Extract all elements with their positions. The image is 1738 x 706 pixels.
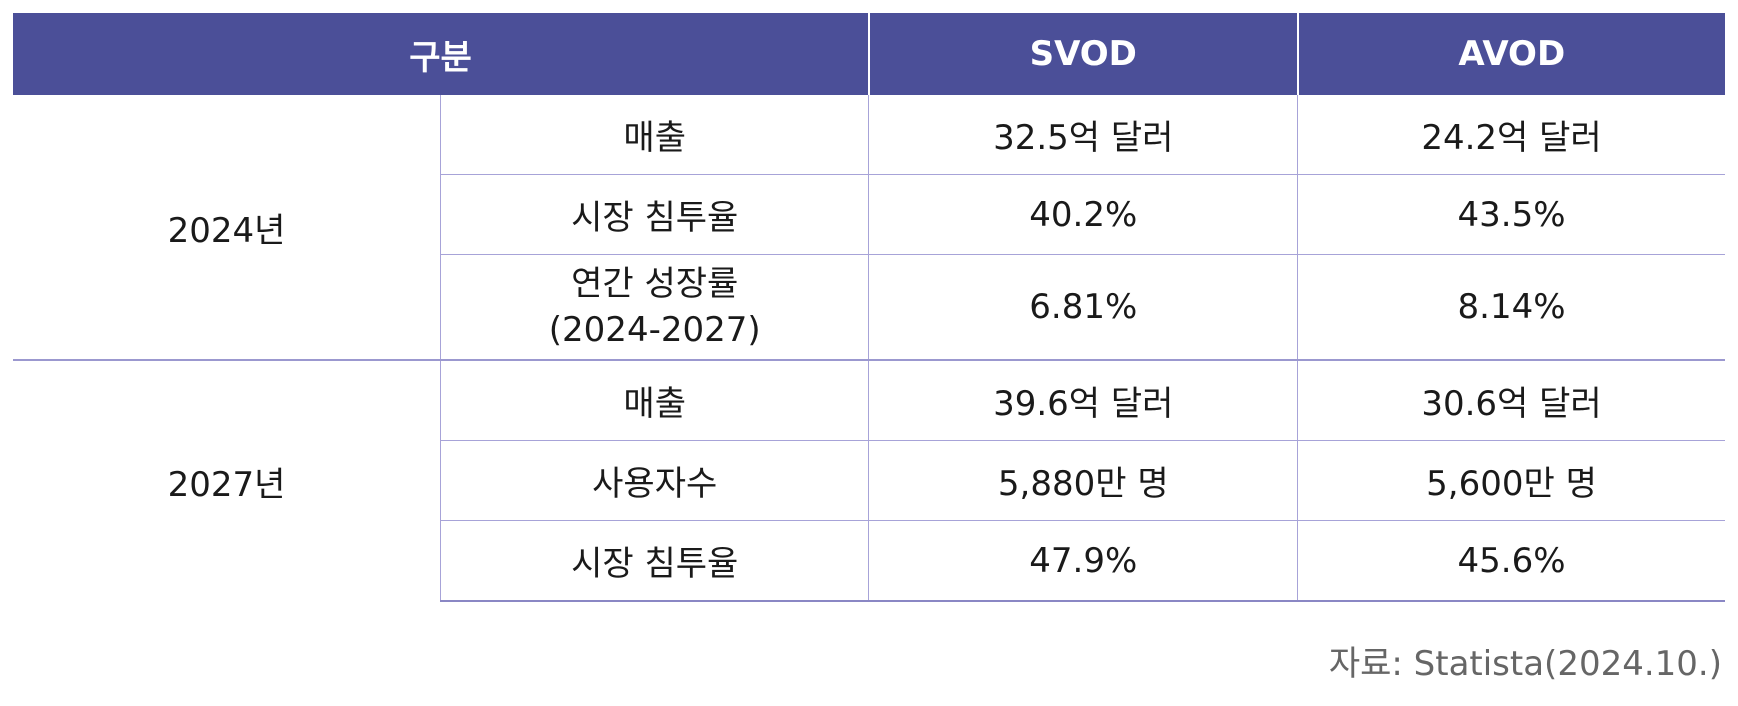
avod-value: 8.14% bbox=[1297, 254, 1725, 360]
svod-value: 39.6억 달러 bbox=[868, 359, 1298, 441]
table-row: 연간 성장률 (2024-2027) 6.81% 8.14% bbox=[13, 254, 1725, 360]
year-cell-2024: 2024년 bbox=[167, 210, 286, 251]
svod-value: 47.9% bbox=[868, 520, 1298, 602]
source-note: 자료: Statista(2024.10.) bbox=[1328, 644, 1722, 684]
table-header-row: 구분 SVOD AVOD bbox=[13, 13, 1725, 95]
market-comparison-table: 구분 SVOD AVOD 2024년 매출 32.5억 달러 24.2억 달러 … bbox=[13, 13, 1725, 602]
row-label: 사용자수 bbox=[439, 440, 869, 521]
header-svod: SVOD bbox=[867, 13, 1298, 95]
avod-value: 24.2억 달러 bbox=[1297, 95, 1725, 175]
table-row: 사용자수 5,880만 명 5,600만 명 bbox=[13, 440, 1725, 521]
svod-value: 32.5억 달러 bbox=[868, 95, 1298, 175]
table-row: 시장 침투율 47.9% 45.6% bbox=[13, 520, 1725, 602]
table-row: 시장 침투율 40.2% 43.5% bbox=[13, 174, 1725, 255]
header-category: 구분 bbox=[13, 13, 869, 95]
table-row: 2027년 매출 39.6억 달러 30.6억 달러 bbox=[13, 359, 1725, 601]
row-label-line2: (2024-2027) bbox=[548, 310, 761, 350]
avod-value: 30.6억 달러 bbox=[1297, 359, 1725, 441]
table-row: 2024년 매출 32.5억 달러 24.2억 달러 bbox=[13, 95, 1725, 251]
row-label: 연간 성장률 (2024-2027) bbox=[439, 254, 869, 360]
avod-value: 43.5% bbox=[1297, 174, 1725, 255]
svod-value: 40.2% bbox=[868, 174, 1298, 255]
row-label: 매출 bbox=[439, 359, 869, 441]
row-label: 시장 침투율 bbox=[439, 520, 869, 602]
row-label: 매출 bbox=[439, 95, 869, 175]
svod-value: 5,880만 명 bbox=[868, 440, 1298, 521]
avod-value: 5,600만 명 bbox=[1297, 440, 1725, 521]
row-label: 시장 침투율 bbox=[439, 174, 869, 255]
svod-value: 6.81% bbox=[868, 254, 1298, 360]
year-cell-2027: 2027년 bbox=[13, 359, 441, 601]
header-avod: AVOD bbox=[1296, 13, 1725, 95]
row-label-line1: 연간 성장률 bbox=[571, 264, 739, 304]
avod-value: 45.6% bbox=[1297, 520, 1725, 602]
